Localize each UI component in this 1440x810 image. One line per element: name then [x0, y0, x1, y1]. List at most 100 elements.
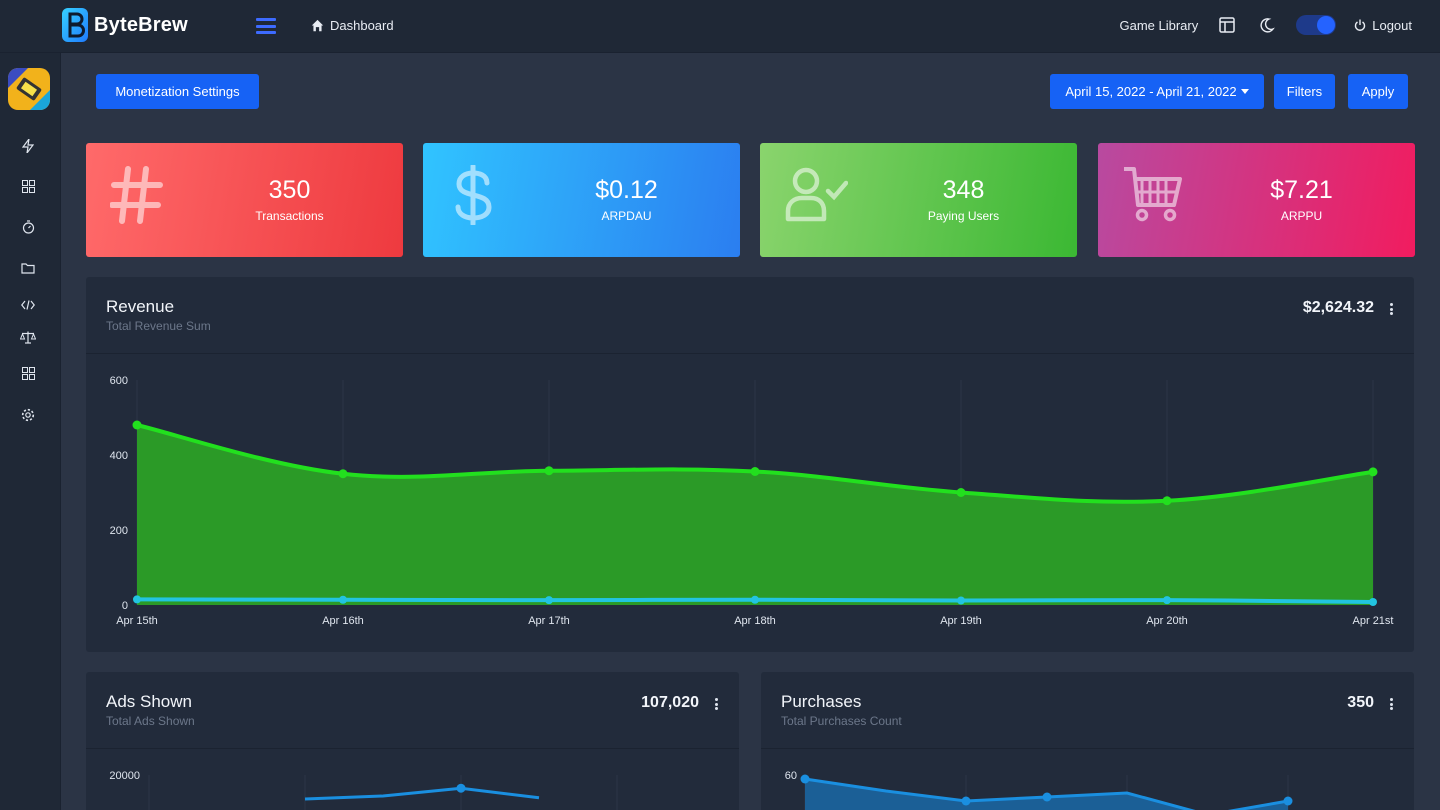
bolt-icon[interactable]: [19, 137, 37, 155]
top-navbar: ByteBrew Dashboard Game Library Logout: [0, 0, 1440, 53]
x-tick-label: Apr 17th: [528, 615, 570, 627]
purchases-chart: 60: [785, 770, 1293, 810]
divider: [761, 748, 1414, 749]
secondary-point: [751, 595, 759, 604]
dollar-icon: [455, 165, 492, 225]
game-library-link[interactable]: Game Library: [1119, 17, 1199, 33]
code-icon[interactable]: [19, 296, 37, 314]
revenue-card: Revenue Total Revenue Sum $2,624.32 Apr …: [86, 277, 1414, 652]
revenue-point: [750, 467, 760, 476]
card-subtitle: Total Purchases Count: [781, 714, 902, 728]
monetization-settings-button[interactable]: Monetization Settings: [96, 74, 259, 109]
purchases-point: [1042, 792, 1052, 802]
card-title: Purchases: [781, 692, 862, 711]
dashboard-link[interactable]: Dashboard: [311, 18, 394, 33]
scale-icon[interactable]: [19, 328, 37, 346]
secondary-point: [545, 596, 553, 605]
stat-value: 350: [268, 176, 311, 204]
cart-icon: [1124, 167, 1182, 222]
moon-icon[interactable]: [1256, 14, 1278, 36]
x-tick-label: Apr 15th: [116, 615, 158, 627]
bytebrew-logo-icon: [62, 8, 88, 42]
stat-value: $0.12: [595, 176, 658, 204]
ads-shown-chart: 20000: [109, 770, 618, 810]
purchases-point: [961, 796, 971, 806]
stat-value: $7.21: [1270, 176, 1333, 204]
dark-mode-toggle[interactable]: [1296, 15, 1337, 35]
user-check-icon: [785, 167, 848, 222]
purchases-point: [1283, 796, 1293, 806]
date-range-picker[interactable]: April 15, 2022 - April 21, 2022: [1050, 74, 1264, 109]
card-total: 107,020: [641, 694, 699, 711]
grid-icon[interactable]: [19, 177, 37, 195]
y-tick-label: 20000: [109, 770, 140, 782]
stat-label: ARPDAU: [601, 209, 652, 223]
stat-value: 348: [942, 176, 985, 204]
more-options-icon[interactable]: [1390, 303, 1394, 315]
ads-shown-card: Ads Shown Total Ads Shown 107,020 20000: [86, 672, 739, 810]
revenue-area: [137, 425, 1373, 605]
purchases-card: Purchases Total Purchases Count 350 60: [761, 672, 1414, 810]
y-tick-label: 600: [110, 375, 128, 387]
x-tick-label: Apr 21st: [1353, 615, 1394, 627]
card-total: $2,624.32: [1302, 299, 1374, 316]
card-title: Ads Shown: [106, 692, 192, 711]
purchases-area: [805, 779, 1288, 810]
x-tick-label: Apr 20th: [1146, 615, 1188, 627]
y-tick-label: 60: [785, 770, 797, 782]
more-options-icon[interactable]: [1390, 698, 1394, 710]
caret-down-icon: [1240, 89, 1249, 94]
divider: [86, 353, 1414, 354]
card-subtitle: Total Ads Shown: [106, 714, 195, 728]
stat-label: Transactions: [255, 209, 324, 223]
divider: [86, 748, 739, 749]
card-title: Revenue: [106, 297, 175, 316]
stat-card-paying-users: 348 Paying Users: [760, 143, 1077, 257]
revenue-point: [1368, 467, 1378, 477]
y-tick-label: 200: [110, 525, 128, 537]
filters-button[interactable]: Filters: [1274, 74, 1335, 109]
stopwatch-icon[interactable]: [19, 218, 37, 236]
secondary-point: [1369, 598, 1377, 606]
secondary-point: [957, 596, 965, 605]
game-thumbnail[interactable]: [8, 68, 50, 110]
stat-label: Paying Users: [927, 209, 1000, 223]
stat-card-arpdau: $0.12 ARPDAU: [423, 143, 740, 257]
home-icon: [311, 19, 324, 32]
dashboard-label: Dashboard: [330, 18, 394, 33]
secondary-point: [339, 595, 347, 604]
logout-button[interactable]: Logout: [1354, 18, 1412, 33]
revenue-point: [132, 420, 142, 430]
secondary-point: [133, 595, 141, 604]
ads-line: [304, 786, 540, 801]
ads-point: [456, 783, 466, 793]
revenue-point: [1162, 496, 1172, 506]
logout-label: Logout: [1372, 17, 1412, 33]
brand-logo[interactable]: ByteBrew: [62, 8, 188, 42]
date-range-label: April 15, 2022 - April 21, 2022: [1065, 84, 1237, 99]
hash-icon: [110, 166, 163, 224]
stat-card-transactions: 350 Transactions: [86, 143, 403, 257]
sidebar: [0, 53, 61, 810]
settings-icon[interactable]: [19, 406, 37, 424]
more-options-icon[interactable]: [715, 698, 719, 710]
secondary-point: [1163, 596, 1171, 605]
purchases-point: [800, 774, 810, 784]
stat-label: ARPPU: [1280, 209, 1323, 223]
revenue-point: [544, 466, 554, 476]
revenue-point: [956, 488, 966, 497]
folder-icon[interactable]: [19, 259, 37, 277]
x-tick-label: Apr 18th: [734, 615, 776, 627]
stat-card-arppu: $7.21 ARPPU: [1098, 143, 1415, 257]
apply-button[interactable]: Apply: [1348, 74, 1408, 109]
power-icon: [1355, 19, 1366, 31]
y-tick-label: 400: [110, 450, 128, 462]
card-total: 350: [1347, 694, 1374, 711]
x-tick-label: Apr 19th: [940, 615, 982, 627]
apps-icon[interactable]: [19, 364, 37, 382]
menu-toggle-icon[interactable]: [256, 16, 276, 36]
y-tick-label: 0: [122, 600, 128, 612]
x-tick-label: Apr 16th: [322, 615, 364, 627]
layout-icon[interactable]: [1216, 14, 1238, 36]
revenue-chart: Apr 15th Apr 16th Apr 17th Apr 18th Apr 19th…: [110, 375, 1394, 627]
